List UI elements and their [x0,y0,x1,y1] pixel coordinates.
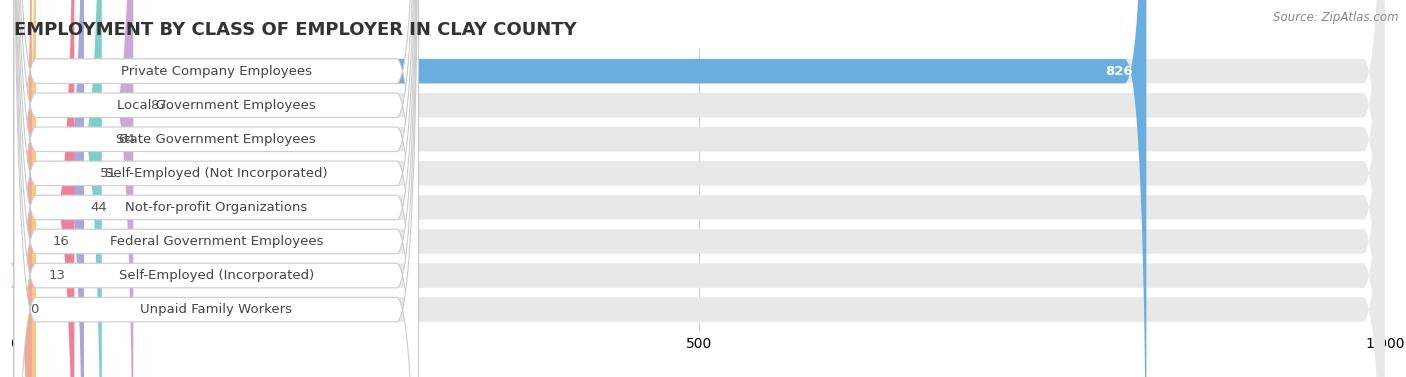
FancyBboxPatch shape [14,0,1146,377]
FancyBboxPatch shape [14,0,1385,377]
Text: 64: 64 [118,133,135,146]
Text: 826: 826 [1105,64,1133,78]
Text: EMPLOYMENT BY CLASS OF EMPLOYER IN CLAY COUNTY: EMPLOYMENT BY CLASS OF EMPLOYER IN CLAY … [14,21,576,39]
Text: Private Company Employees: Private Company Employees [121,64,312,78]
FancyBboxPatch shape [14,0,419,377]
FancyBboxPatch shape [14,0,419,377]
Text: Self-Employed (Incorporated): Self-Employed (Incorporated) [118,269,314,282]
Text: 16: 16 [52,235,69,248]
Text: 51: 51 [100,167,118,180]
FancyBboxPatch shape [14,0,419,377]
FancyBboxPatch shape [14,0,419,377]
FancyBboxPatch shape [14,0,1385,377]
Text: Self-Employed (Not Incorporated): Self-Employed (Not Incorporated) [105,167,328,180]
FancyBboxPatch shape [14,0,419,377]
FancyBboxPatch shape [14,0,134,377]
FancyBboxPatch shape [14,0,101,377]
Text: 44: 44 [91,201,108,214]
Text: Federal Government Employees: Federal Government Employees [110,235,323,248]
FancyBboxPatch shape [14,0,1385,377]
FancyBboxPatch shape [14,0,75,377]
FancyBboxPatch shape [14,0,1385,377]
Text: State Government Employees: State Government Employees [117,133,316,146]
FancyBboxPatch shape [10,0,37,377]
FancyBboxPatch shape [14,0,419,377]
FancyBboxPatch shape [14,0,419,377]
FancyBboxPatch shape [14,0,37,377]
Text: Unpaid Family Workers: Unpaid Family Workers [141,303,292,316]
FancyBboxPatch shape [14,0,1385,377]
FancyBboxPatch shape [14,0,1385,377]
FancyBboxPatch shape [14,0,1385,377]
Text: 0: 0 [31,303,39,316]
FancyBboxPatch shape [14,0,84,377]
Text: 87: 87 [150,99,167,112]
Text: 13: 13 [48,269,65,282]
Text: Not-for-profit Organizations: Not-for-profit Organizations [125,201,308,214]
FancyBboxPatch shape [14,0,1385,377]
FancyBboxPatch shape [14,0,419,377]
Text: Local Government Employees: Local Government Employees [117,99,315,112]
Text: Source: ZipAtlas.com: Source: ZipAtlas.com [1274,11,1399,24]
